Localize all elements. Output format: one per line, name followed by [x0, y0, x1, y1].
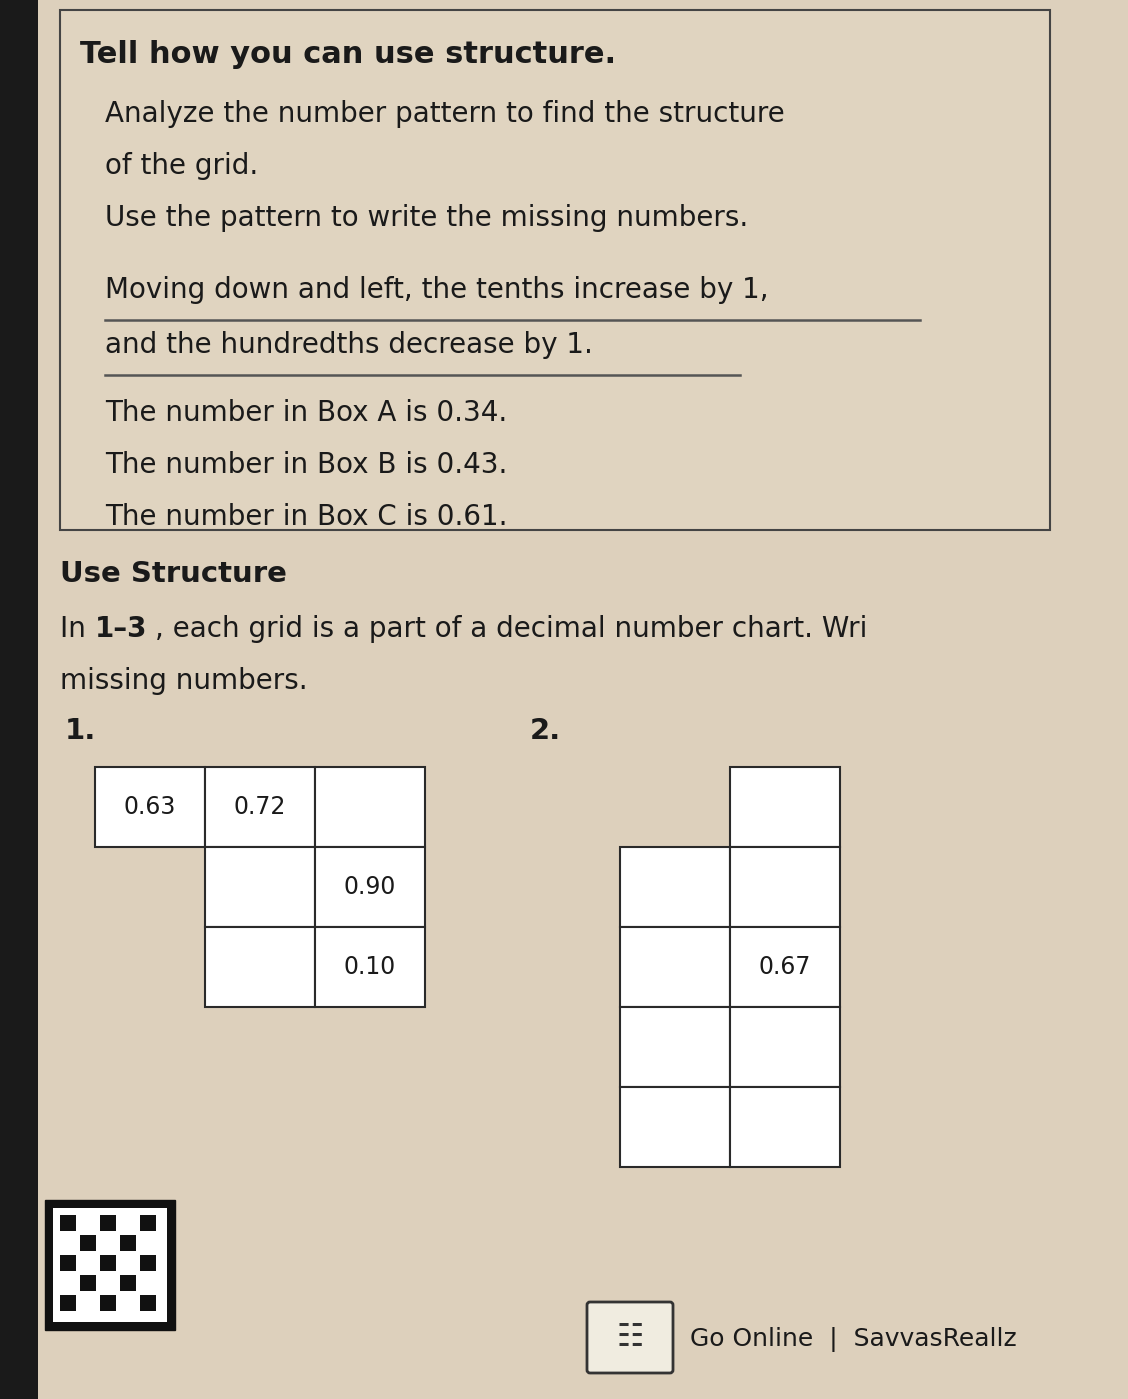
- Text: 0.67: 0.67: [759, 956, 811, 979]
- Text: 0.10: 0.10: [344, 956, 396, 979]
- Text: 0.90: 0.90: [344, 874, 396, 900]
- Bar: [53, 1207, 167, 1322]
- Text: 0.72: 0.72: [233, 795, 287, 818]
- Text: Use Structure: Use Structure: [60, 560, 287, 588]
- Bar: [730, 1087, 840, 1167]
- Text: ☷: ☷: [616, 1323, 644, 1351]
- Bar: [120, 1274, 136, 1291]
- Bar: [140, 1214, 156, 1231]
- Text: 1.: 1.: [65, 718, 96, 746]
- Bar: [620, 1087, 730, 1167]
- Bar: [620, 928, 730, 1007]
- Bar: [140, 1255, 156, 1272]
- Bar: [205, 928, 315, 1007]
- Bar: [730, 846, 840, 928]
- Bar: [0, 0, 38, 1399]
- Bar: [120, 1235, 136, 1251]
- Text: and the hundredths decrease by 1.: and the hundredths decrease by 1.: [105, 332, 593, 360]
- Bar: [60, 1295, 76, 1311]
- Text: The number in Box A is 0.34.: The number in Box A is 0.34.: [105, 399, 508, 427]
- Bar: [60, 1214, 76, 1231]
- Text: The number in Box B is 0.43.: The number in Box B is 0.43.: [105, 450, 508, 478]
- Text: Use the pattern to write the missing numbers.: Use the pattern to write the missing num…: [105, 204, 748, 232]
- Text: In: In: [60, 616, 95, 644]
- Text: missing numbers.: missing numbers.: [60, 667, 308, 695]
- Text: Go Online  |  SavvasReallz: Go Online | SavvasReallz: [690, 1328, 1016, 1353]
- Bar: [60, 1255, 76, 1272]
- Text: The number in Box C is 0.61.: The number in Box C is 0.61.: [105, 504, 508, 532]
- Text: 1–3: 1–3: [95, 616, 148, 644]
- Text: 0.63: 0.63: [124, 795, 176, 818]
- Text: , each grid is a part of a decimal number chart. Wri: , each grid is a part of a decimal numbe…: [155, 616, 867, 644]
- Bar: [80, 1235, 96, 1251]
- Bar: [620, 1007, 730, 1087]
- Bar: [140, 1295, 156, 1311]
- Bar: [95, 767, 205, 846]
- Bar: [205, 846, 315, 928]
- Text: Moving down and left, the tenths increase by 1,: Moving down and left, the tenths increas…: [105, 276, 768, 304]
- FancyBboxPatch shape: [587, 1302, 673, 1372]
- Bar: [620, 846, 730, 928]
- Bar: [315, 928, 425, 1007]
- Bar: [315, 767, 425, 846]
- Bar: [45, 1200, 175, 1330]
- Bar: [730, 767, 840, 846]
- Text: Tell how you can use structure.: Tell how you can use structure.: [80, 41, 616, 69]
- Bar: [205, 767, 315, 846]
- Bar: [80, 1274, 96, 1291]
- Bar: [60, 10, 1050, 530]
- Bar: [730, 928, 840, 1007]
- Bar: [100, 1295, 116, 1311]
- Bar: [315, 846, 425, 928]
- Bar: [100, 1214, 116, 1231]
- Bar: [730, 1007, 840, 1087]
- Text: Analyze the number pattern to find the structure: Analyze the number pattern to find the s…: [105, 99, 785, 127]
- Bar: [100, 1255, 116, 1272]
- Text: of the grid.: of the grid.: [105, 152, 258, 180]
- Text: 2.: 2.: [530, 718, 562, 746]
